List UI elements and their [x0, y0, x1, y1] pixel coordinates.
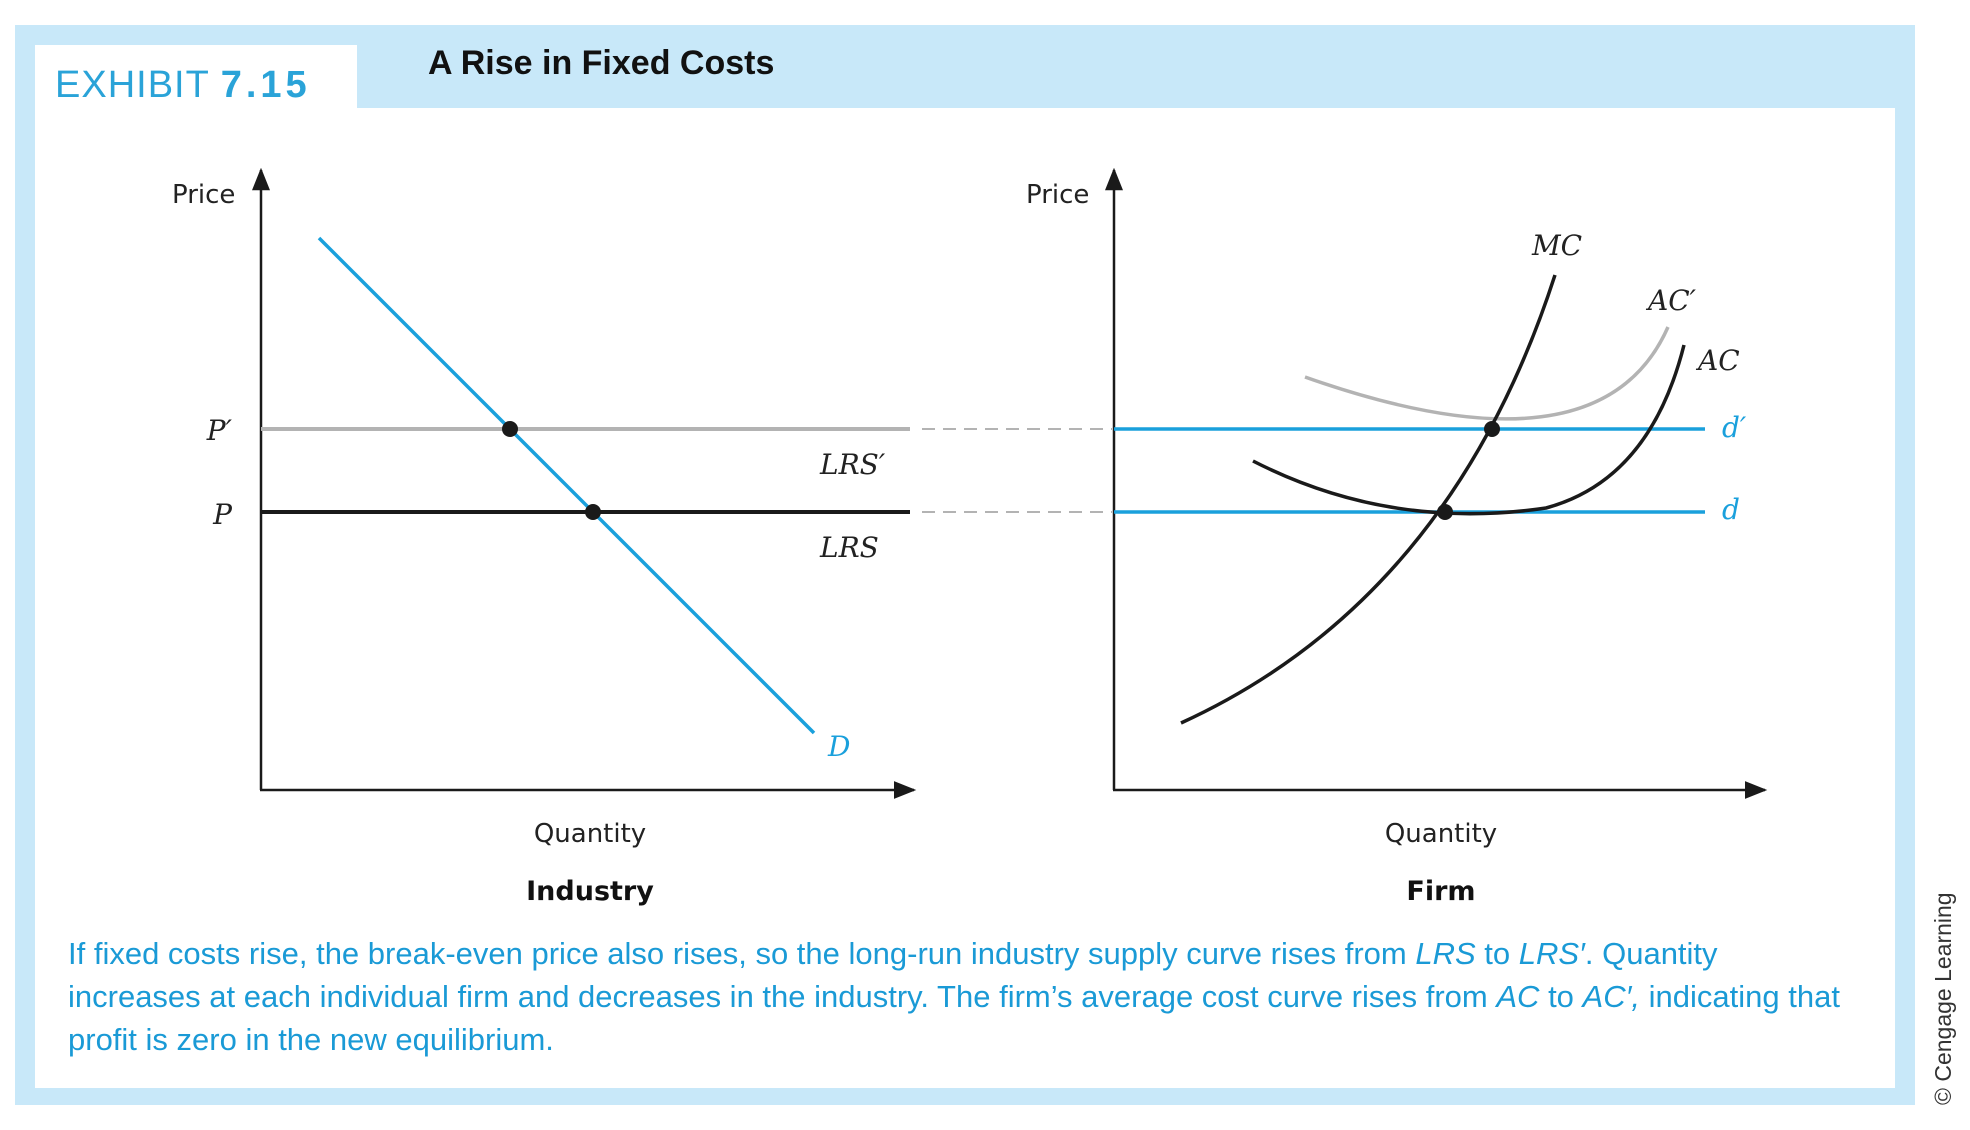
exhibit-caption: If fixed costs rise, the break-even pric…: [68, 932, 1858, 1061]
firm-graph: Price Quantity Firm MC AC′ AC d′ d: [1026, 167, 1768, 907]
caption-text-2: to: [1475, 936, 1519, 971]
industry-panel-label: Industry: [526, 876, 654, 907]
industry-y-axis-label: Price: [172, 180, 235, 210]
mc-curve: [1180, 274, 1557, 725]
ac-curve: [1252, 344, 1686, 516]
industry-equilibrium-new: [502, 421, 518, 437]
exhibit-panel: [35, 108, 1895, 1088]
caption-ac-prime: AC′,: [1582, 979, 1641, 1014]
exhibit-number: 7.15: [220, 64, 311, 106]
p-label: P: [212, 498, 233, 531]
copyright-credit: © Cengage Learning: [1930, 892, 1956, 1105]
caption-text-5: indicating that profit is zero in the ne…: [68, 979, 1840, 1057]
caption-lrs: LRS: [1415, 936, 1476, 971]
demand-label: D: [827, 730, 850, 763]
industry-x-axis-label: Quantity: [534, 819, 646, 849]
caption-lrs-prime: LRS′: [1518, 936, 1585, 971]
ac-label: AC: [1695, 344, 1740, 377]
d-prime-label: d′: [1722, 411, 1747, 444]
exhibit-title: A Rise in Fixed Costs: [428, 44, 775, 82]
industry-graph: Price Quantity Industry P′ P LRS′ LRS D: [172, 167, 917, 907]
lrs-label: LRS: [819, 531, 879, 564]
caption-text-3: . Quantity increases at each individual …: [68, 936, 1718, 1014]
ac-prime-curve: [1304, 326, 1670, 421]
caption-ac: AC: [1496, 979, 1540, 1014]
firm-equilibrium-new: [1484, 421, 1500, 437]
caption-text-4: to: [1539, 979, 1583, 1014]
firm-x-axis-label: Quantity: [1385, 819, 1497, 849]
d-label: d: [1722, 493, 1740, 526]
caption-text-1: If fixed costs rise, the break-even pric…: [68, 936, 1416, 971]
firm-y-axis-label: Price: [1026, 180, 1089, 210]
exhibit-label: EXHIBIT 7.15: [55, 64, 311, 107]
firm-equilibrium-old: [1437, 504, 1453, 520]
demand-curve: [317, 236, 816, 735]
p-prime-label: P′: [206, 414, 233, 447]
mc-label: MC: [1531, 229, 1582, 262]
industry-equilibrium-old: [585, 504, 601, 520]
exhibit-word: EXHIBIT: [55, 64, 210, 106]
exhibit-label-box: [35, 45, 357, 135]
ac-prime-label: AC′: [1645, 284, 1697, 317]
lrs-prime-label: LRS′: [819, 448, 886, 481]
firm-panel-label: Firm: [1406, 876, 1475, 907]
